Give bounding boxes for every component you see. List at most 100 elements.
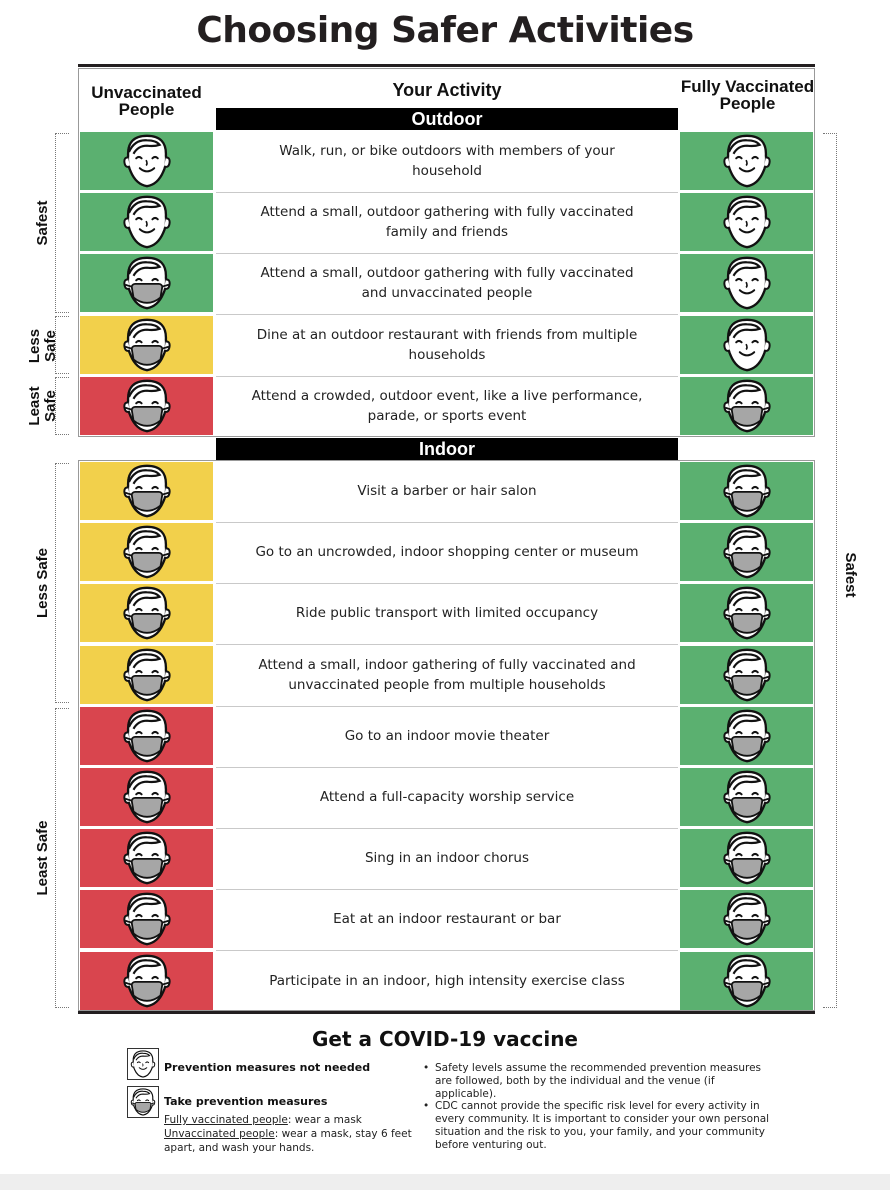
footer-rule — [78, 1011, 815, 1014]
vaccinated-cell — [680, 315, 813, 374]
outdoor-row: Attend a small, outdoor gathering with f… — [78, 192, 815, 255]
masked-face-icon — [122, 379, 171, 433]
outdoor-table-frame — [78, 68, 815, 437]
masked-face-icon — [122, 893, 171, 946]
header-unvaccinated: Unvaccinated People — [91, 83, 202, 119]
indoor-row: Ride public transport with limited occup… — [78, 583, 815, 646]
unvaccinated-cell — [80, 951, 213, 1010]
row-divider — [216, 705, 678, 707]
activity-text: Go to an uncrowded, indoor shopping cent… — [255, 544, 639, 561]
masked-face-icon — [122, 831, 171, 885]
row-divider — [216, 583, 678, 585]
cta-heading: Get a COVID-19 vaccine — [312, 1027, 578, 1051]
label-less-safe-indoor: Less Safe — [34, 547, 51, 619]
section-indoor: Indoor — [216, 438, 678, 460]
note-cdc-risk: CDC cannot provide the specific risk lev… — [423, 1100, 778, 1152]
note-safety-levels: Safety levels assume the recommended pre… — [423, 1062, 778, 1101]
indoor-row: Attend a small, indoor gathering of full… — [78, 645, 815, 707]
face-icon — [722, 257, 771, 310]
label-less-safe-outdoor: Less Safe — [26, 316, 59, 376]
legend-no-measures: Prevention measures not needed — [164, 1061, 371, 1074]
vaccinated-cell — [680, 132, 813, 190]
vaccinated-cell — [680, 376, 813, 435]
label-less-safe-outdoor-line1: Less — [26, 328, 43, 364]
vaccinated-cell — [680, 706, 813, 765]
unvaccinated-cell — [80, 706, 213, 765]
bracket-less-safe-indoor — [55, 463, 69, 703]
activity-text: Go to an indoor movie theater — [344, 727, 550, 744]
activity-text: Sing in an indoor chorus — [364, 850, 530, 867]
bracket-less-safe-outdoor — [55, 316, 69, 374]
activity-text: Eat at an indoor restaurant or bar — [333, 911, 561, 928]
activity-text: Attend a full-capacity worship service — [319, 789, 575, 805]
bracket-least-safe-indoor — [55, 708, 69, 1008]
legend-details: Fully vaccinated people: wear a mask Unv… — [164, 1113, 414, 1155]
vaccinated-cell — [680, 645, 813, 704]
label-least-safe-indoor: Least Safe — [34, 820, 51, 896]
masked-face-icon — [122, 709, 171, 763]
legend-face-mask-icon — [127, 1086, 159, 1118]
activity-text: Attend a small, indoor gathering of full… — [258, 656, 636, 693]
unvaccinated-cell — [80, 829, 213, 888]
masked-face-icon — [122, 318, 171, 371]
row-divider — [216, 375, 678, 377]
unvaccinated-cell — [80, 132, 213, 190]
activity-text: Dine at an outdoor restaurant with frien… — [256, 326, 638, 363]
vaccinated-cell — [680, 768, 813, 826]
unvaccinated-cell — [80, 523, 213, 582]
bracket-safest — [55, 133, 69, 313]
face-icon — [122, 134, 171, 188]
row-divider — [216, 314, 678, 316]
unvaccinated-cell — [80, 193, 213, 252]
legend-vax-label: Fully vaccinated people — [164, 1114, 288, 1126]
row-divider — [216, 253, 678, 255]
label-safest-right: Safest — [842, 552, 859, 598]
indoor-row: Visit a barber or hair salon — [78, 461, 815, 523]
activity-text: Visit a barber or hair salon — [357, 483, 537, 499]
legend-unvax-text: : wear a mask, stay 6 feet apart, and wa… — [164, 1128, 412, 1154]
masked-face-icon — [722, 709, 771, 763]
indoor-row: Attend a full-capacity worship service — [78, 767, 815, 829]
row-divider — [216, 644, 678, 646]
header-rule — [78, 64, 815, 67]
bottom-band — [0, 1174, 890, 1190]
outdoor-row: Attend a crowded, outdoor event, like a … — [78, 376, 815, 437]
masked-face-icon — [722, 464, 771, 518]
vaccinated-cell — [680, 523, 813, 582]
vaccinated-cell — [680, 584, 813, 643]
label-least-safe-outdoor-line2: Safe — [42, 390, 59, 422]
activity-text: Attend a small, outdoor gathering with f… — [260, 265, 634, 302]
indoor-row: Eat at an indoor restaurant or bar — [78, 889, 815, 952]
indoor-row: Go to an uncrowded, indoor shopping cent… — [78, 522, 815, 585]
unvaccinated-cell — [80, 645, 213, 704]
label-less-safe-outdoor-line2: Safe — [42, 330, 59, 362]
legend-face-no-mask-icon — [127, 1048, 159, 1080]
row-divider — [216, 522, 678, 523]
activity-text: Ride public transport with limited occup… — [295, 605, 599, 622]
activity-text: Walk, run, or bike outdoors with members… — [279, 143, 615, 179]
masked-face-icon — [122, 648, 171, 701]
label-least-safe-outdoor-line1: Least — [26, 386, 43, 426]
indoor-row: Participate in an indoor, high intensity… — [78, 951, 815, 1012]
activity-text: Participate in an indoor, high intensity… — [269, 972, 625, 989]
masked-face-icon — [722, 379, 771, 433]
row-divider — [216, 950, 678, 952]
vaccinated-cell — [680, 193, 813, 252]
unvaccinated-cell — [80, 584, 213, 643]
label-safest-left: Safest — [34, 200, 51, 246]
section-outdoor: Outdoor — [216, 108, 678, 130]
label-least-safe-outdoor: Least Safe — [26, 376, 59, 436]
row-divider — [216, 192, 678, 193]
outdoor-row: Attend a small, outdoor gathering with f… — [78, 253, 815, 316]
header-vaccinated: Fully Vaccinated People — [680, 77, 815, 113]
masked-face-icon — [722, 648, 771, 701]
page-title: Choosing Safer Activities — [196, 10, 694, 51]
vaccinated-cell — [680, 890, 813, 949]
unvaccinated-cell — [80, 890, 213, 949]
vaccinated-cell — [680, 254, 813, 313]
masked-face-icon — [122, 587, 171, 640]
vaccinated-cell — [680, 462, 813, 520]
masked-face-icon — [722, 770, 771, 824]
unvaccinated-cell — [80, 315, 213, 374]
unvaccinated-cell — [80, 376, 213, 435]
